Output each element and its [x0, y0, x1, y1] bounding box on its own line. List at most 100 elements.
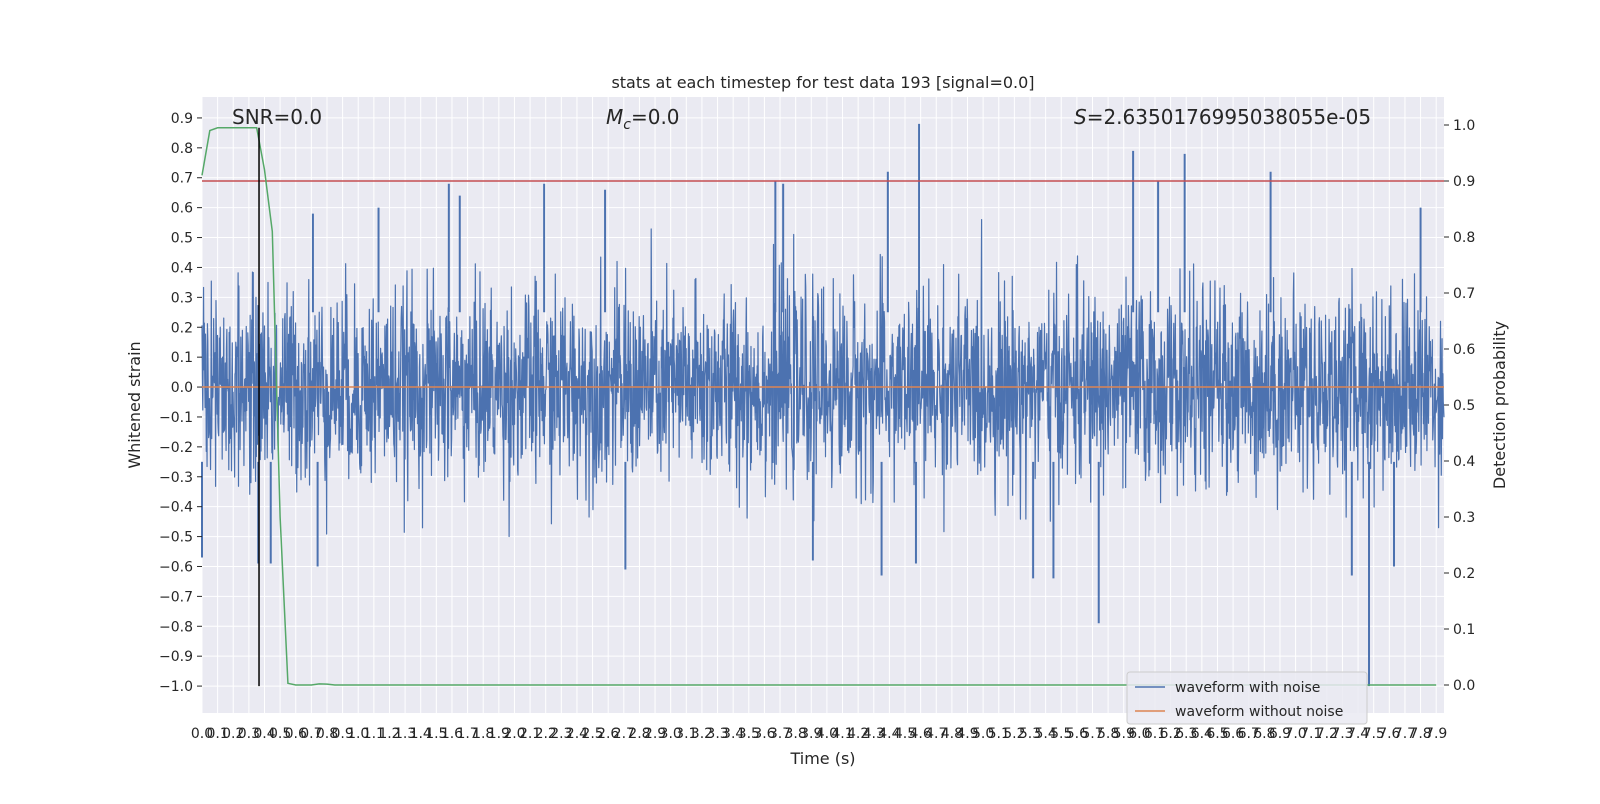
x-tick-label: 5.9: [1113, 726, 1135, 742]
x-tick-label: 7.6: [1378, 726, 1400, 742]
legend-label-waveform-without-noise: waveform without noise: [1175, 704, 1343, 720]
x-tick-label: 7.7: [1394, 726, 1416, 742]
y-right-tick-label: 0.9: [1453, 174, 1475, 190]
x-tick-label: 2.8: [628, 726, 650, 742]
legend-label-waveform-with-noise: waveform with noise: [1175, 680, 1320, 696]
waveform-with-noise-series: [201, 123, 1445, 687]
x-tick-label: 1.1: [363, 726, 385, 742]
y-right-tick-label: 1.0: [1453, 118, 1475, 134]
s-symbol: S: [1074, 105, 1087, 129]
x-tick-label: 4.3: [863, 726, 885, 742]
y-left-tick-label: −0.9: [159, 649, 193, 665]
s-annotation: S=2.6350176995038055e-05: [1074, 105, 1371, 129]
y-left-tick-label: −0.2: [159, 440, 193, 456]
y-left-tick-label: 0.9: [171, 111, 193, 127]
x-tick-label: 5.4: [1034, 726, 1056, 742]
x-tick-label: 1.7: [456, 726, 478, 742]
x-tick-label: 4.2: [847, 726, 869, 742]
x-tick-label: 0.6: [285, 726, 307, 742]
x-tick-label: 5.2: [1003, 726, 1025, 742]
y-left-tick-label: −0.1: [159, 410, 193, 426]
x-tick-label: 4.8: [941, 726, 963, 742]
x-tick-label: 1.5: [425, 726, 447, 742]
x-tick-label: 5.1: [988, 726, 1010, 742]
y-left-tick-label: 0.6: [171, 201, 193, 217]
x-tick-label: 5.8: [1097, 726, 1119, 742]
y-right-tick-label: 0.6: [1453, 342, 1475, 358]
y-right-tick-label: 0.7: [1453, 286, 1475, 302]
chirp-mass-subscript: c: [623, 117, 631, 133]
y-left-tick-label: −0.8: [159, 619, 193, 635]
y-left-tick-label: 0.0: [171, 380, 193, 396]
snr-annotation: SNR=0.0: [232, 105, 322, 129]
x-tick-label: 3.7: [769, 726, 791, 742]
x-tick-label: 6.7: [1238, 726, 1260, 742]
y-left-tick-label: 0.2: [171, 320, 193, 336]
y-left-tick-label: −0.7: [159, 589, 193, 605]
x-tick-label: 3.2: [691, 726, 713, 742]
x-tick-label: 1.4: [410, 726, 432, 742]
x-tick-label: 1.9: [488, 726, 510, 742]
x-tick-label: 3.6: [753, 726, 775, 742]
y-right-tick-label: 0.3: [1453, 510, 1475, 526]
x-tick-label: 0.0: [191, 726, 213, 742]
x-tick-label: 1.3: [394, 726, 416, 742]
y-right-tick-label: 0.1: [1453, 622, 1475, 638]
chirp-mass-value: =0.0: [631, 105, 680, 129]
x-tick-label: 2.4: [566, 726, 588, 742]
x-tick-label: 4.0: [816, 726, 838, 742]
y-right-tick-label: 0.2: [1453, 566, 1475, 582]
x-tick-label: 3.8: [785, 726, 807, 742]
x-tick-label: 0.5: [269, 726, 291, 742]
x-tick-label: 3.1: [675, 726, 697, 742]
legend: waveform with noise waveform without noi…: [1126, 671, 1368, 725]
x-tick-label: 1.2: [378, 726, 400, 742]
x-tick-label: 0.8: [316, 726, 338, 742]
y-left-tick-label: −0.5: [159, 530, 193, 546]
x-tick-label: 2.1: [519, 726, 541, 742]
x-tick-label: 7.9: [1425, 726, 1447, 742]
overlay-lines: [201, 127, 1444, 687]
x-tick-label: 6.3: [1175, 726, 1197, 742]
x-tick-label: 6.1: [1144, 726, 1166, 742]
x-tick-label: 0.9: [331, 726, 353, 742]
y-left-tick-label: 0.4: [171, 260, 193, 276]
x-tick-label: 7.5: [1363, 726, 1385, 742]
x-tick-label: 1.8: [472, 726, 494, 742]
x-tick-label: 3.0: [660, 726, 682, 742]
x-tick-label: 0.2: [222, 726, 244, 742]
chart-title: stats at each timestep for test data 193…: [611, 73, 1034, 92]
y-right-tick-label: 0.8: [1453, 230, 1475, 246]
x-tick-label: 0.3: [238, 726, 260, 742]
y-right-tick-label: 0.4: [1453, 454, 1475, 470]
y-left-tick-label: −1.0: [159, 679, 193, 695]
x-tick-label: 3.3: [706, 726, 728, 742]
x-tick-label: 3.9: [800, 726, 822, 742]
x-axis-label: Time (s): [789, 749, 855, 768]
x-tick-label: 6.9: [1269, 726, 1291, 742]
x-tick-label: 0.4: [253, 726, 275, 742]
y-left-tick-label: 0.7: [171, 171, 193, 187]
x-tick-label: 5.3: [1019, 726, 1041, 742]
x-tick-label: 2.5: [581, 726, 603, 742]
y-left-tick-label: 0.1: [171, 350, 193, 366]
y-left-tick-label: 0.3: [171, 290, 193, 306]
y-left-tick-label: 0.5: [171, 231, 193, 247]
x-tick-label: 2.2: [535, 726, 557, 742]
x-tick-label: 4.7: [925, 726, 947, 742]
x-tick-label: 7.4: [1347, 726, 1369, 742]
x-tick-label: 6.5: [1206, 726, 1228, 742]
x-tick-label: 5.0: [972, 726, 994, 742]
x-tick-label: 7.0: [1284, 726, 1306, 742]
x-tick-label: 4.4: [878, 726, 900, 742]
detection-probability-line: [201, 127, 1437, 686]
x-tick-label: 1.6: [441, 726, 463, 742]
y-axis-right-label: Detection probability: [1490, 321, 1509, 489]
x-tick-label: 6.6: [1222, 726, 1244, 742]
y-left-tick-label: 0.8: [171, 141, 193, 157]
x-tick-label: 0.7: [300, 726, 322, 742]
legend-box: [1126, 671, 1368, 725]
x-tick-label: 2.6: [597, 726, 619, 742]
